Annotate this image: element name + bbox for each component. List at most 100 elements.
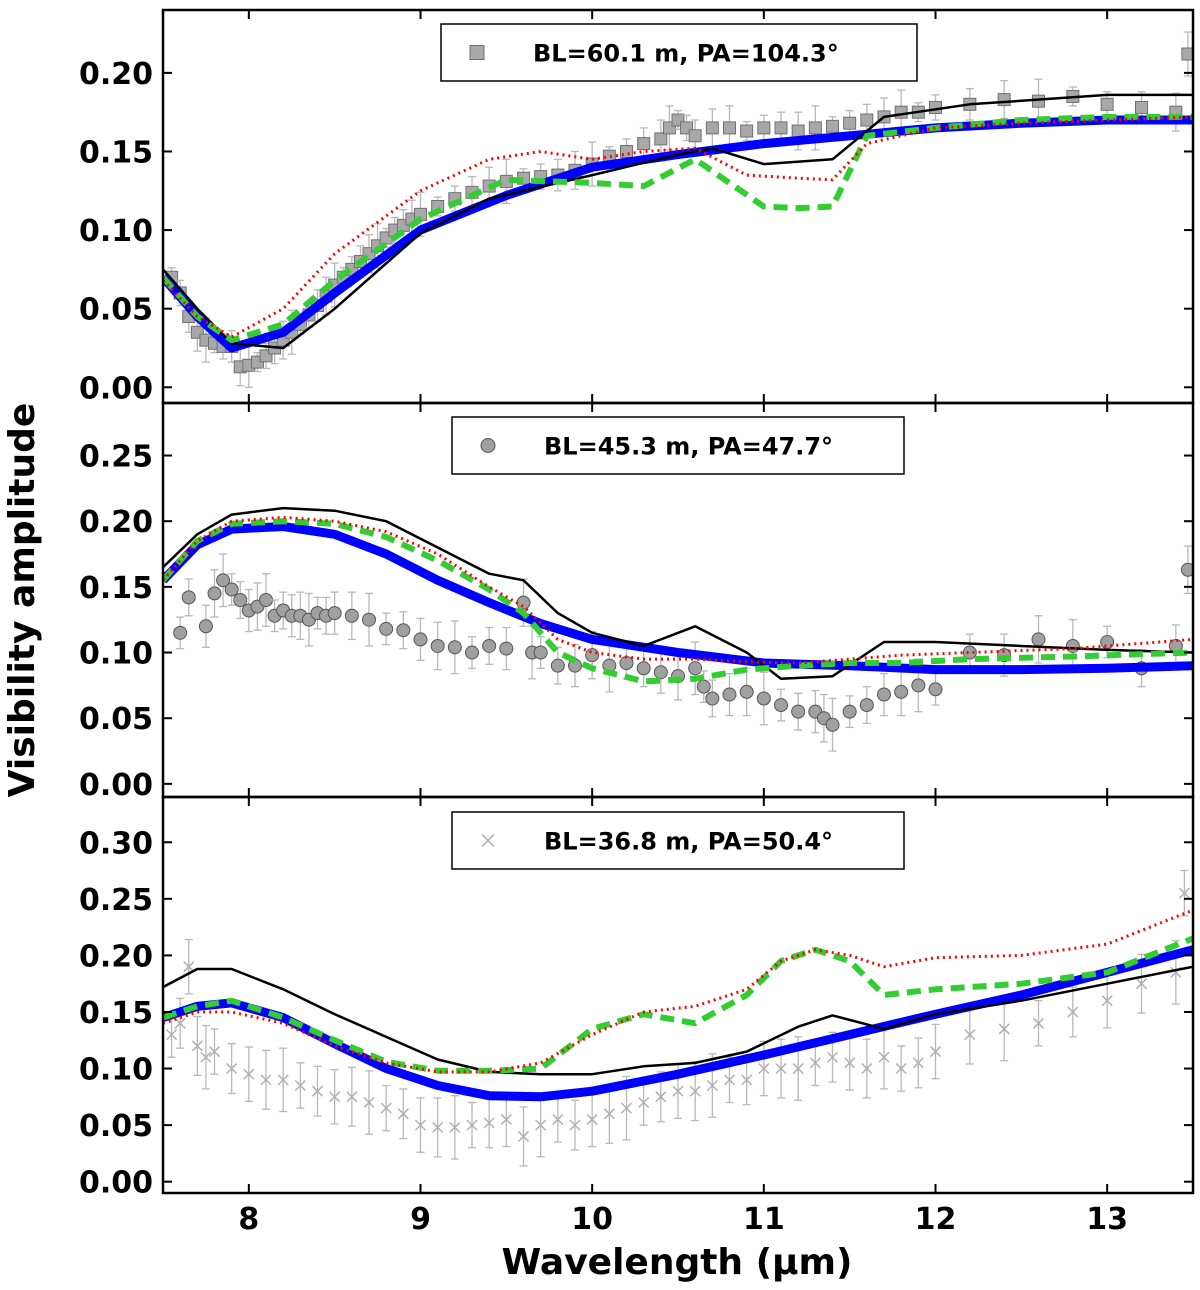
data-point: [208, 1028, 221, 1075]
y-tick-label: 0.20: [79, 57, 153, 92]
data-point: [166, 1011, 178, 1058]
data-point: [757, 114, 771, 142]
x-tick-label: 9: [410, 1202, 431, 1237]
y-tick-label: 0.25: [79, 883, 153, 918]
legend-marker: [481, 833, 495, 848]
y-tick-label: 0.05: [79, 702, 153, 737]
data-point: [465, 636, 479, 669]
data-point: [653, 650, 668, 694]
data-point: [877, 672, 891, 717]
y-axis-label: Visibility amplitude: [2, 403, 43, 798]
y-tick-label: 0.25: [79, 440, 153, 475]
data-point: [638, 1079, 650, 1126]
data-point: [250, 582, 265, 631]
data-point: [414, 1097, 427, 1153]
data-point: [397, 1088, 409, 1140]
data-point: [517, 1106, 530, 1167]
data-point: [878, 1024, 890, 1090]
data-point: [655, 1071, 667, 1123]
data-point: [998, 996, 1010, 1062]
data-point: [816, 693, 831, 743]
data-point: [449, 1095, 461, 1160]
data-point: [1169, 92, 1183, 132]
data-point: [344, 591, 359, 641]
data-point: [791, 692, 806, 731]
x-tick-label: 10: [571, 1202, 613, 1237]
data-point: [774, 688, 788, 722]
legend-label: BL=36.8 m, PA=50.4°: [544, 828, 833, 856]
dashed-green-line: [163, 113, 1193, 344]
data-point: [260, 1049, 272, 1110]
data-point: [483, 1097, 495, 1149]
solid-black-line: [163, 93, 1193, 350]
legend-marker: [469, 45, 485, 60]
data-point: [552, 1096, 564, 1143]
data-point: [1181, 31, 1193, 77]
data-point: [1067, 986, 1079, 1038]
data-point: [207, 569, 222, 618]
y-tick-label: 0.15: [79, 571, 153, 606]
data-point: [447, 620, 462, 675]
data-point: [637, 127, 651, 160]
data-point: [1178, 869, 1190, 917]
data-point: [259, 573, 273, 627]
y-tick-label: 0.00: [79, 1166, 153, 1201]
dashed-green-line: [163, 518, 1193, 685]
data-point: [413, 617, 428, 662]
data-point: [327, 591, 342, 635]
y-tick-label: 0.30: [79, 826, 153, 861]
panel-bottom: 0.00 0.05 0.10 0.15 0.20 0.25 0.30 8 9 10 11 12 13 BL…: [79, 795, 1195, 1237]
y-tick-label: 0.00: [79, 768, 153, 803]
data-point: [928, 672, 943, 706]
legend-label: BL=60.1 m, PA=104.3°: [533, 40, 839, 68]
panel-top: 0.00 0.05 0.10 0.15 0.20 BL=60.1 m, PA=104.3°: [79, 8, 1195, 406]
data-point: [825, 697, 840, 752]
data-point: [997, 80, 1011, 120]
data-point: [533, 636, 548, 669]
data-point: [311, 1065, 324, 1117]
data-point: [198, 604, 213, 648]
data-point: [842, 695, 857, 729]
data-point: [482, 626, 497, 666]
y-tick-label: 0.05: [79, 293, 153, 328]
data-point: [380, 1084, 392, 1132]
data-point: [362, 592, 376, 647]
data-point: [173, 616, 188, 650]
data-point: [226, 1043, 238, 1095]
legend-marker: [480, 438, 496, 453]
data-point: [758, 1040, 770, 1097]
model-series: [163, 93, 1193, 353]
y-tick-label: 0.10: [79, 1053, 153, 1088]
data-point: [722, 672, 737, 717]
data-point: [319, 596, 334, 635]
solid-black-line: [163, 506, 1193, 681]
data-point: [964, 1004, 976, 1065]
data-point: [277, 1047, 289, 1113]
y-tick-label: 0.15: [79, 996, 153, 1031]
data-point: [224, 573, 239, 606]
data-point: [568, 644, 582, 688]
data-point: [379, 612, 394, 646]
data-point: [466, 1101, 478, 1149]
data-point: [294, 1062, 306, 1109]
y-tick-label: 0.20: [79, 505, 153, 540]
observed-points: [166, 869, 1190, 1167]
data-point: [740, 120, 754, 142]
thick-blue-line: [163, 522, 1193, 675]
data-point: [688, 119, 702, 153]
model-series: [163, 506, 1193, 685]
model-series: [163, 908, 1193, 1102]
data-point: [826, 116, 839, 137]
legend-label: BL=45.3 m, PA=47.7°: [544, 433, 833, 461]
data-point: [363, 1070, 375, 1135]
dotted-red-line: [163, 908, 1193, 1074]
data-point: [216, 553, 231, 608]
data-point: [859, 686, 874, 725]
data-point: [181, 578, 196, 617]
data-point: [174, 997, 186, 1049]
data-point: [1180, 545, 1193, 595]
data-point: [739, 667, 754, 717]
plot-frame: [161, 795, 1195, 1195]
y-tick-label: 0.20: [79, 939, 153, 974]
